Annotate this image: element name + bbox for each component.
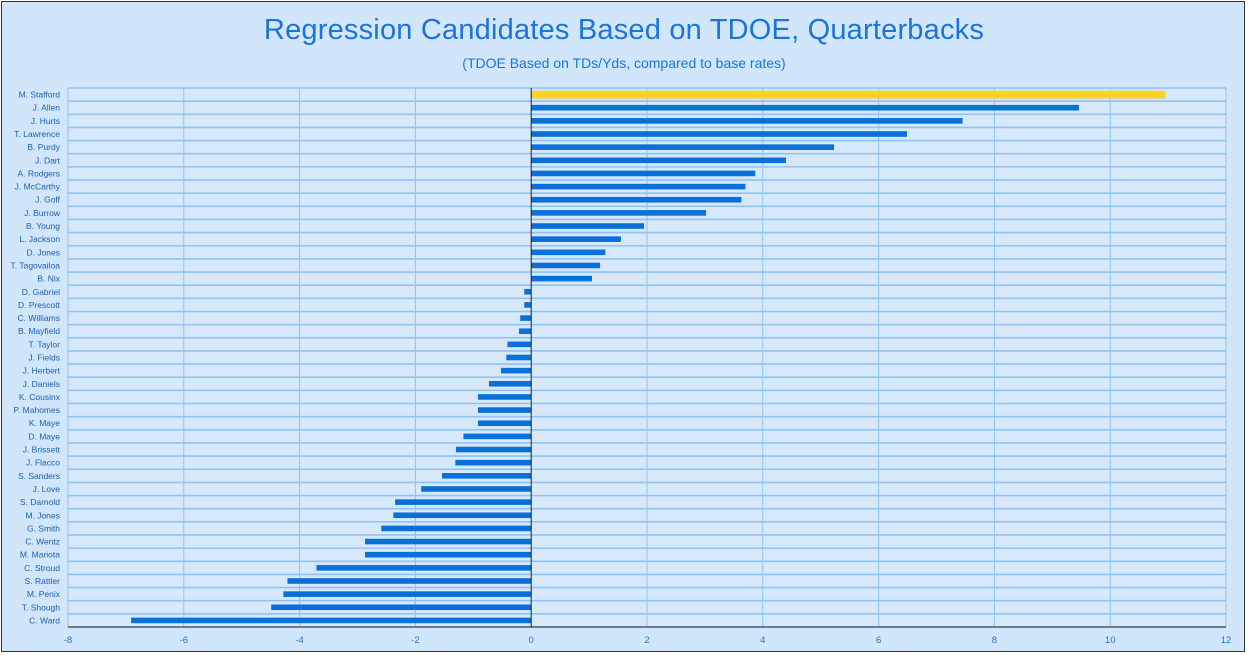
category-label: T. Shough bbox=[22, 602, 61, 612]
bar bbox=[477, 407, 532, 413]
x-tick-label: -6 bbox=[180, 635, 188, 646]
category-label: J. Dart bbox=[35, 155, 61, 165]
category-label: T. Lawrence bbox=[14, 129, 60, 139]
bar bbox=[131, 617, 532, 624]
x-tick-label: -8 bbox=[64, 635, 72, 646]
bar bbox=[531, 104, 1079, 111]
category-label: P. Mahomes bbox=[13, 405, 60, 415]
bar bbox=[287, 578, 532, 584]
x-tick-label: 10 bbox=[1105, 635, 1116, 646]
bar bbox=[316, 565, 532, 571]
bar bbox=[531, 223, 645, 229]
category-label: M. Penix bbox=[27, 589, 61, 599]
category-label: J. Fields bbox=[28, 353, 60, 363]
category-label: M. Mariota bbox=[20, 550, 60, 560]
category-label: K. Cousinx bbox=[19, 392, 61, 402]
x-tick-label: 0 bbox=[529, 635, 534, 646]
bar bbox=[455, 446, 532, 453]
category-label: C. Williams bbox=[18, 313, 61, 323]
bar bbox=[365, 551, 532, 558]
bar bbox=[531, 196, 742, 203]
bar bbox=[531, 236, 621, 242]
category-label: B. Purdy bbox=[27, 142, 60, 152]
category-label: K. Maye bbox=[29, 418, 60, 428]
bar bbox=[506, 354, 532, 361]
category-label: J. Brissett bbox=[23, 445, 61, 455]
bar bbox=[531, 210, 707, 216]
category-label: G. Smith bbox=[27, 523, 60, 533]
x-tick-label: -2 bbox=[411, 635, 419, 646]
category-label: J. Allen bbox=[33, 103, 61, 113]
bar bbox=[531, 262, 601, 269]
bar bbox=[477, 420, 532, 427]
category-label: B. Young bbox=[26, 221, 60, 231]
x-tick-label: 2 bbox=[644, 635, 649, 646]
bar bbox=[531, 131, 907, 137]
category-label: C. Ward bbox=[29, 615, 60, 625]
category-label: J. Herbert bbox=[23, 366, 61, 376]
category-label: C. Stroud bbox=[24, 563, 60, 573]
bar bbox=[524, 288, 532, 295]
category-label: J. McCarthy bbox=[15, 182, 61, 192]
bar bbox=[283, 591, 532, 597]
category-label: S. Rattler bbox=[25, 576, 61, 586]
category-label: T. Taylor bbox=[29, 339, 61, 349]
category-label: J. Hurts bbox=[31, 116, 60, 126]
bar bbox=[524, 302, 532, 308]
x-tick-label: 8 bbox=[992, 635, 997, 646]
bar bbox=[531, 91, 1166, 99]
category-label: D. Gabriel bbox=[22, 287, 60, 297]
bar bbox=[455, 459, 532, 466]
bar bbox=[531, 249, 606, 256]
bar bbox=[531, 118, 963, 124]
bar bbox=[421, 486, 532, 492]
category-label: M. Jones bbox=[26, 510, 61, 520]
category-label: J. Burrow bbox=[24, 208, 61, 218]
bar bbox=[531, 275, 592, 282]
x-tick-label: 4 bbox=[760, 635, 765, 646]
bar bbox=[519, 328, 532, 335]
category-label: D. Prescott bbox=[18, 300, 61, 310]
category-label: D. Jones bbox=[26, 247, 60, 257]
category-label: B. Mayfield bbox=[18, 326, 60, 336]
category-label: L. Jackson bbox=[19, 234, 60, 244]
category-label: B. Nix bbox=[37, 274, 60, 284]
bar bbox=[395, 499, 532, 505]
bar bbox=[531, 144, 835, 150]
category-label: T. Tagovailoa bbox=[11, 260, 61, 270]
bar bbox=[520, 315, 532, 321]
x-tick-label: 12 bbox=[1221, 635, 1232, 646]
x-tick-label: 6 bbox=[876, 635, 881, 646]
category-label: S. Darnold bbox=[20, 497, 60, 507]
category-label: J. Daniels bbox=[23, 379, 60, 389]
bar bbox=[381, 525, 532, 532]
category-label: J. Love bbox=[33, 484, 61, 494]
bar bbox=[531, 157, 786, 164]
bar bbox=[501, 367, 532, 374]
bar bbox=[477, 394, 532, 400]
category-label: C. Wentz bbox=[25, 537, 60, 547]
bar bbox=[507, 341, 532, 348]
bar bbox=[531, 183, 746, 190]
category-label: S. Sanders bbox=[18, 471, 60, 481]
category-label: M. Stafford bbox=[19, 90, 61, 100]
bar bbox=[393, 512, 532, 519]
category-label: A. Rodgers bbox=[17, 168, 60, 178]
bar bbox=[271, 604, 532, 611]
chart-subtitle: (TDOE Based on TDs/Yds, compared to base… bbox=[462, 55, 786, 71]
bar bbox=[365, 538, 532, 545]
x-tick-label: -4 bbox=[295, 635, 303, 646]
category-label: D. Maye bbox=[28, 431, 60, 441]
category-label: J. Flacco bbox=[26, 458, 60, 468]
category-label: J. Goff bbox=[35, 195, 61, 205]
bar bbox=[463, 433, 532, 440]
bar bbox=[488, 380, 532, 387]
bar bbox=[531, 170, 756, 177]
chart-title: Regression Candidates Based on TDOE, Qua… bbox=[263, 14, 985, 46]
bar bbox=[442, 473, 532, 479]
